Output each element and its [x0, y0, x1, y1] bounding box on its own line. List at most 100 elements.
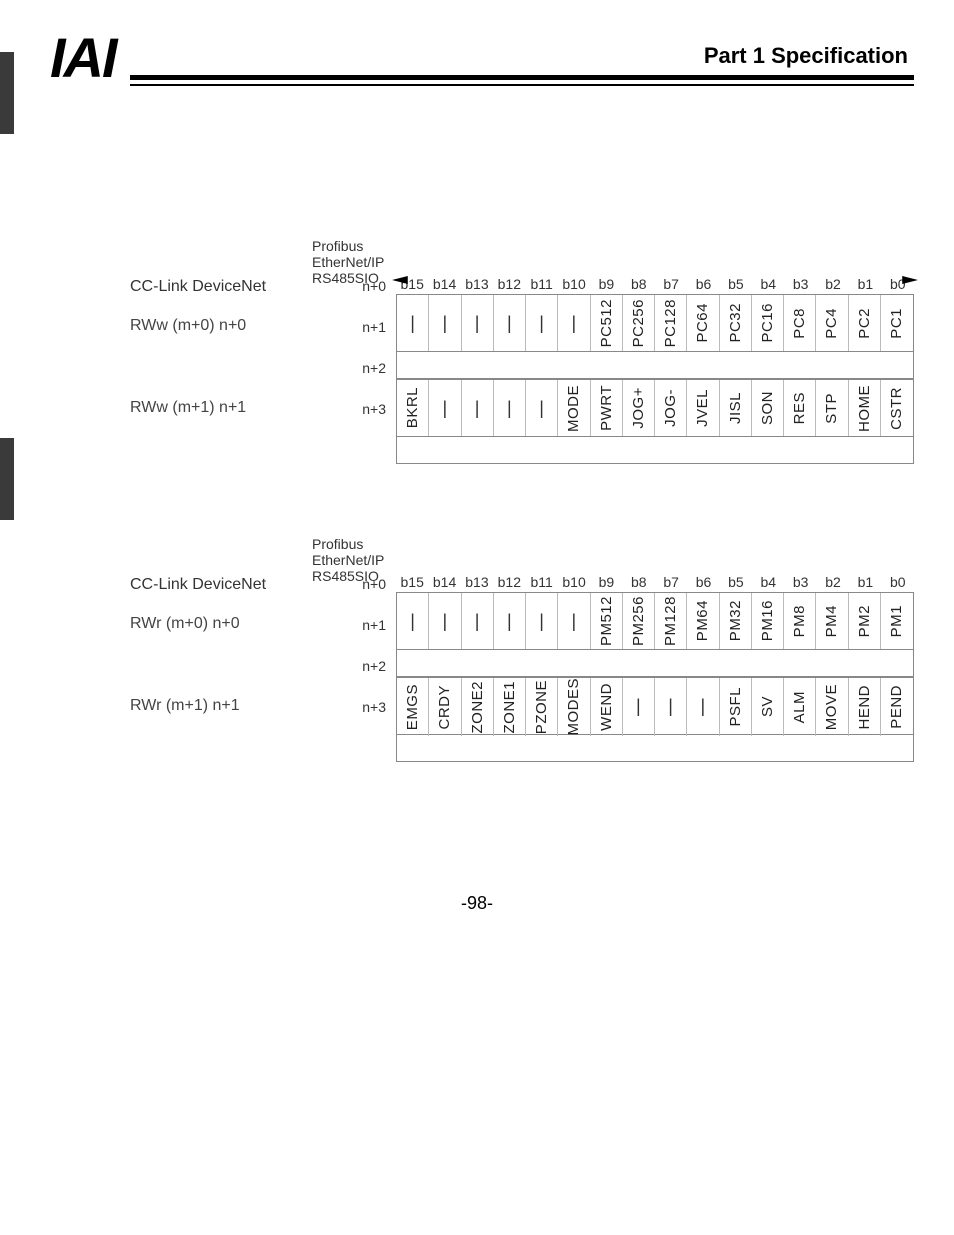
bit-cell: PM4 — [816, 593, 848, 649]
bit-cell: | — [462, 593, 494, 649]
bit-signal-label: PM16 — [759, 600, 776, 641]
bit-cell-empty — [784, 650, 816, 676]
bit-signal-label: PEND — [888, 685, 905, 729]
bit-cell-empty — [881, 437, 913, 463]
bit-signal-label: JOG- — [662, 389, 679, 427]
address-label: n+3 — [362, 694, 396, 720]
bit-cell-empty — [429, 437, 461, 463]
bit-header-cell: b11 — [526, 276, 558, 292]
bit-header-cell: b3 — [785, 276, 817, 292]
bit-cell-empty — [558, 352, 590, 378]
bit-header-cell: b5 — [720, 276, 752, 292]
bit-cell-empty — [462, 735, 494, 761]
bit-cell-empty — [591, 352, 623, 378]
bit-cell-empty — [720, 352, 752, 378]
bit-cell: PSFL — [720, 678, 752, 736]
bit-cell-empty — [558, 735, 590, 761]
rule-thick — [130, 75, 914, 80]
bit-signal-label: PC64 — [694, 303, 711, 343]
bit-header-cell: b5 — [720, 574, 752, 590]
bit-signal-label: PC256 — [630, 299, 647, 347]
bit-header-cell: b12 — [493, 574, 525, 590]
bit-cell-empty — [816, 735, 848, 761]
bit-cell: | — [462, 295, 494, 351]
side-tab-top — [0, 52, 14, 134]
unused-bit-icon: | — [539, 611, 544, 632]
bit-cell: STP — [816, 380, 848, 436]
address-label: n+0 — [362, 258, 396, 314]
unused-bit-icon: | — [507, 398, 512, 419]
bit-signal-label: PM4 — [823, 605, 840, 637]
bit-cell-empty — [494, 352, 526, 378]
row-spacer — [130, 354, 310, 380]
page-number: -98- — [0, 893, 954, 914]
bit-slim-row — [396, 352, 914, 379]
bit-cell-empty — [816, 650, 848, 676]
bit-signal-label: PSFL — [727, 687, 744, 727]
bit-header-cell: b0 — [882, 276, 914, 292]
bit-cell-empty — [462, 352, 494, 378]
address-column: ProfibusEtherNet/IPRS485SIOn+0n+1n+2n+3 — [310, 276, 396, 464]
bit-cell: PC32 — [720, 295, 752, 351]
bit-signal-label: PC16 — [759, 303, 776, 343]
bit-header-cell: b8 — [623, 574, 655, 590]
bit-cell: PC4 — [816, 295, 848, 351]
bit-cell-empty — [849, 735, 881, 761]
bit-cell: HOME — [849, 380, 881, 436]
bit-cell: MOVE — [816, 678, 848, 736]
block-grid: CC-Link DeviceNetRWr (m+0) n+0RWr (m+1) … — [130, 574, 914, 762]
address-label: n+3 — [362, 396, 396, 422]
unused-bit-icon: | — [539, 398, 544, 419]
bit-cell-empty — [526, 352, 558, 378]
bit-data-row: BKRL||||MODEPWRTJOG+JOG-JVELJISLSONRESST… — [396, 379, 914, 437]
bit-header-cell: b12 — [493, 276, 525, 292]
bit-header-cell: b13 — [461, 574, 493, 590]
bit-cell-empty — [494, 437, 526, 463]
bit-cell: PM256 — [623, 593, 655, 649]
bit-cell-empty — [720, 650, 752, 676]
bit-cell: PEND — [881, 678, 913, 736]
bit-cell: ALM — [784, 678, 816, 736]
bit-cell-empty — [591, 437, 623, 463]
unused-bit-icon: | — [572, 611, 577, 632]
bit-signal-label: SON — [759, 391, 776, 425]
protocol-sublabel: ProfibusEtherNet/IPRS485SIO — [310, 536, 394, 556]
bit-slim-row — [396, 437, 914, 464]
bit-cell-empty — [623, 650, 655, 676]
bit-cell: | — [494, 295, 526, 351]
bit-cell-empty — [429, 650, 461, 676]
bit-header-row: b15b14b13b12b11b10b9b8b7b6b5b4b3b2b1b0 — [396, 276, 914, 292]
bit-cell: | — [429, 593, 461, 649]
bit-cell: | — [429, 380, 461, 436]
bit-cell: HEND — [849, 678, 881, 736]
bit-signal-label: PM32 — [727, 600, 744, 641]
bit-cell-empty — [591, 735, 623, 761]
bit-signal-label: PM512 — [598, 596, 615, 646]
bit-header-cell: b14 — [428, 574, 460, 590]
bit-cell-empty — [591, 650, 623, 676]
unused-bit-icon: | — [475, 398, 480, 419]
unused-bit-icon: | — [636, 696, 641, 717]
rule-thin — [130, 84, 914, 86]
bit-cell: JOG- — [655, 380, 687, 436]
page-title: Part 1 Specification — [704, 43, 914, 69]
bit-cell: | — [494, 380, 526, 436]
bit-cell-empty — [429, 735, 461, 761]
bit-cell: PM64 — [687, 593, 719, 649]
bit-header-cell: b11 — [526, 574, 558, 590]
row-spacer — [130, 734, 310, 760]
bit-header-cell: b7 — [655, 276, 687, 292]
bit-cell-empty — [752, 352, 784, 378]
bit-cell: RES — [784, 380, 816, 436]
bit-cell-empty — [462, 437, 494, 463]
bit-cell-empty — [462, 650, 494, 676]
bit-cell-empty — [720, 735, 752, 761]
proto-line: CC-Link DeviceNet — [130, 576, 306, 594]
bit-cell: | — [462, 380, 494, 436]
bit-cell-empty — [494, 650, 526, 676]
bit-header-cell: b13 — [461, 276, 493, 292]
unused-bit-icon: | — [507, 313, 512, 334]
bit-cell: ZONE2 — [462, 678, 494, 736]
bit-cell: PM16 — [752, 593, 784, 649]
address-label: n+2 — [362, 340, 396, 396]
